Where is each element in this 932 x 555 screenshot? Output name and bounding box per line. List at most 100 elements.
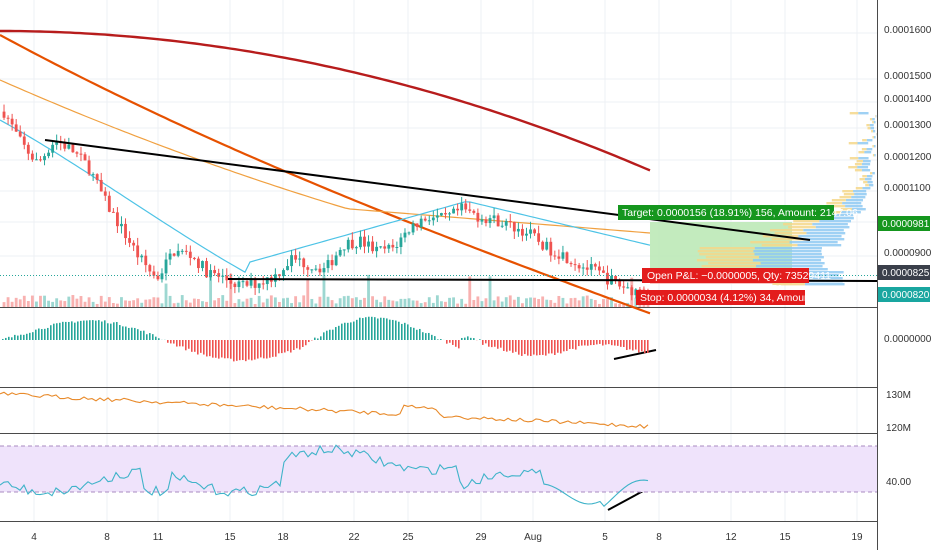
macd-bar bbox=[479, 339, 481, 340]
vp-bar bbox=[850, 112, 858, 114]
macd-bar bbox=[47, 328, 49, 340]
macd-bar bbox=[635, 340, 637, 350]
macd-bar bbox=[452, 340, 454, 345]
macd-bar bbox=[371, 317, 373, 340]
volume-bar bbox=[375, 300, 378, 307]
stop-label-box[interactable]: Stop: 0.0000034 (4.12%) 34, Amount: 750 bbox=[636, 290, 836, 305]
volume-bar bbox=[15, 298, 18, 307]
stop-price-value: 0.0000820 bbox=[882, 290, 930, 301]
vp-bar bbox=[874, 145, 876, 147]
time-tick: 5 bbox=[602, 532, 608, 543]
macd-bar bbox=[26, 334, 28, 340]
vp-bar bbox=[875, 115, 876, 117]
vp-bar bbox=[812, 223, 848, 225]
macd-bar bbox=[458, 340, 460, 348]
volume-bar bbox=[347, 296, 350, 307]
macd-bar bbox=[377, 319, 379, 340]
macd-bar bbox=[608, 340, 610, 344]
macd-bar bbox=[215, 340, 217, 358]
macd-bar bbox=[197, 340, 199, 354]
vp-bar bbox=[870, 172, 872, 174]
vp-bar bbox=[857, 166, 868, 168]
volume-bar bbox=[339, 298, 342, 307]
vp-bar bbox=[846, 199, 863, 201]
macd-bar bbox=[185, 340, 187, 350]
vp-bar bbox=[797, 244, 841, 246]
vp-bar bbox=[870, 118, 872, 120]
pnl-label-box[interactable]: Open P&L: −0.0000005, Qty: 73529411 bbox=[642, 268, 831, 283]
time-tick: 12 bbox=[725, 532, 737, 543]
macd-bar bbox=[167, 340, 169, 343]
target-label-box[interactable]: Target: 0.0000156 (18.91%) 156, Amount: … bbox=[618, 205, 858, 220]
macd-bar bbox=[395, 321, 397, 340]
macd-bar bbox=[35, 330, 37, 340]
macd-bar bbox=[512, 340, 514, 353]
volume-bar bbox=[501, 302, 504, 307]
macd-bar bbox=[368, 317, 370, 340]
macd-bar bbox=[134, 328, 136, 340]
volume-bar bbox=[335, 303, 338, 307]
vp-bar bbox=[762, 244, 798, 246]
macd-bar bbox=[647, 340, 649, 353]
volume-bar bbox=[254, 304, 257, 307]
macd-bar bbox=[359, 318, 361, 340]
vp-bar bbox=[806, 232, 845, 234]
volume-bar bbox=[23, 296, 26, 307]
macd-bar bbox=[536, 340, 538, 355]
macd-bar bbox=[515, 340, 517, 352]
macd-bar bbox=[62, 322, 64, 340]
volume-bar bbox=[578, 300, 581, 307]
macd-bar bbox=[89, 320, 91, 340]
volume-bar bbox=[76, 299, 79, 307]
macd-bar bbox=[542, 340, 544, 355]
macd-bar bbox=[428, 333, 430, 340]
volume-bar bbox=[586, 296, 589, 307]
vp-bar bbox=[753, 259, 821, 261]
rsi-tick: 40.00 bbox=[886, 477, 911, 488]
volume-bar bbox=[574, 298, 577, 307]
vp-bar bbox=[803, 229, 844, 231]
macd-bar bbox=[551, 340, 553, 353]
volume-bar bbox=[51, 302, 54, 307]
vp-bar bbox=[866, 124, 869, 126]
vp-bar bbox=[867, 139, 873, 141]
volume-bar bbox=[108, 297, 111, 307]
vp-bar bbox=[862, 148, 867, 150]
volume-bar bbox=[598, 304, 601, 307]
candle bbox=[541, 240, 544, 250]
volume-bar bbox=[59, 300, 62, 307]
volume-bar bbox=[189, 303, 192, 307]
vp-bar bbox=[851, 196, 865, 198]
time-tick: 19 bbox=[851, 532, 863, 543]
current-price-value: 0.0000825 bbox=[882, 268, 930, 279]
volume-bar bbox=[80, 296, 83, 307]
price-tick: 0.0001600 bbox=[884, 25, 932, 36]
macd-bar bbox=[122, 326, 124, 340]
macd-bar bbox=[641, 340, 643, 351]
volume-bar bbox=[391, 301, 394, 307]
volume-bar bbox=[88, 297, 91, 307]
vp-bar bbox=[863, 181, 867, 183]
volume-bar bbox=[3, 302, 6, 307]
volume-bar bbox=[351, 298, 354, 307]
volume-bar bbox=[47, 301, 50, 307]
volume-bar bbox=[395, 301, 398, 307]
macd-bar bbox=[539, 340, 541, 355]
vp-bar bbox=[699, 253, 754, 255]
macd-bar bbox=[266, 340, 268, 359]
macd-bar bbox=[350, 322, 352, 340]
macd-bar bbox=[461, 338, 463, 340]
macd-bar bbox=[257, 340, 259, 359]
time-tick: 22 bbox=[348, 532, 360, 543]
time-tick: 8 bbox=[656, 532, 662, 543]
macd-bar bbox=[620, 340, 622, 347]
vp-bar bbox=[805, 283, 845, 285]
macd-bar bbox=[68, 322, 70, 340]
macd-bar bbox=[401, 324, 403, 340]
macd-bar bbox=[449, 340, 451, 343]
time-tick: 11 bbox=[153, 532, 164, 543]
volume-bar bbox=[233, 303, 236, 307]
volume-bar bbox=[19, 299, 22, 307]
